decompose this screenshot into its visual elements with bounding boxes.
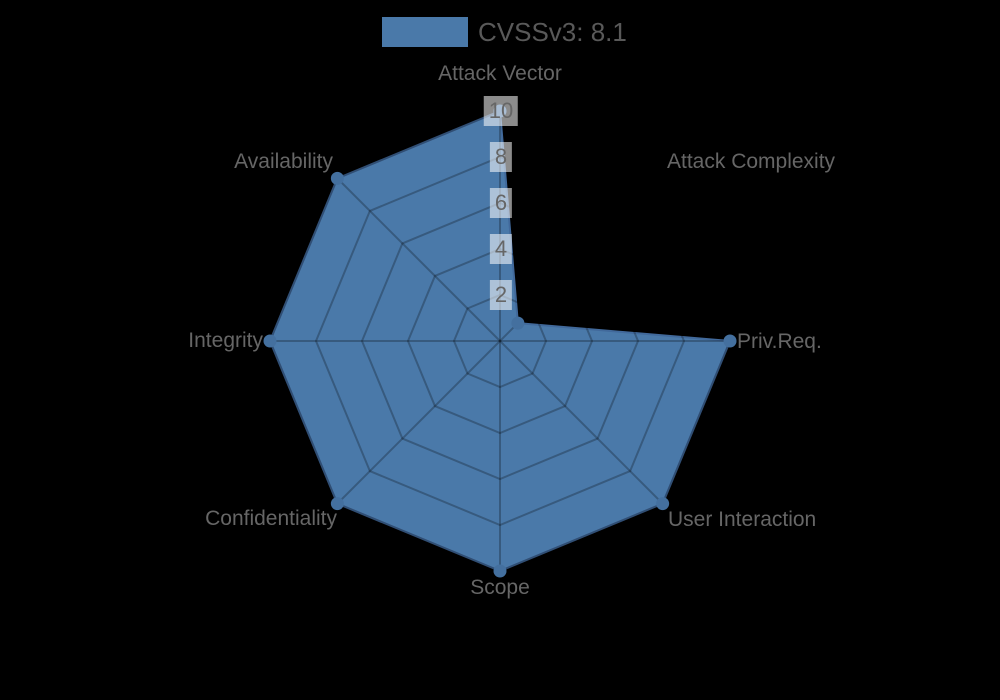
grid-spoke: [336, 340, 501, 505]
grid-ring: [360, 201, 640, 481]
axis-label-scope: Scope: [470, 576, 530, 599]
legend-label: CVSSv3: 8.1: [478, 17, 627, 47]
axis-label-availability: Availability: [234, 150, 333, 173]
grid-web: [268, 109, 732, 573]
data-point-marker: [656, 497, 670, 511]
axis-label-confidentiality: Confidentiality: [205, 507, 337, 530]
radial-tick-4: 4: [489, 234, 513, 264]
data-point-marker: [723, 334, 737, 348]
data-point-marker: [330, 497, 344, 511]
data-point-marker: [330, 171, 344, 185]
axis-label-user-interaction: User Interaction: [668, 508, 817, 531]
grid-ring: [452, 293, 548, 389]
data-point-marker: [511, 316, 525, 330]
radial-tick-8: 8: [489, 142, 513, 172]
radial-tick-2: 2: [489, 280, 513, 310]
grid-ring: [314, 155, 686, 527]
data-point-marker: [493, 564, 507, 578]
radial-tick-6: 6: [489, 188, 513, 218]
legend[interactable]: CVSSv3: 8.1: [382, 17, 627, 47]
legend-swatch: [382, 17, 468, 47]
axis-label-attack-complexity: Attack Complexity: [667, 150, 836, 173]
axis-label-integrity: Integrity: [188, 329, 263, 352]
grid-spoke: [499, 340, 664, 505]
data-point-marker: [263, 334, 277, 348]
axis-label-attack-vector: Attack Vector: [438, 62, 562, 85]
radial-tick-10: 10: [483, 96, 519, 126]
grid-ring: [406, 247, 594, 435]
grid-spoke: [336, 177, 501, 342]
grid-spoke: [499, 177, 664, 342]
axis-label-priv-req: Priv.Req.: [737, 330, 822, 353]
